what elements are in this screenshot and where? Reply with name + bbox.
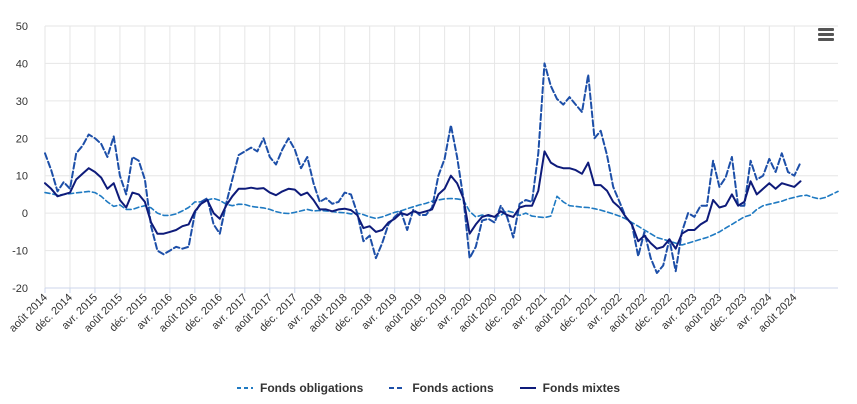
y-tick-label: 10: [16, 171, 28, 183]
legend-item-fonds-mixtes[interactable]: Fonds mixtes: [519, 381, 621, 395]
chart-legend: Fonds obligations Fonds actions Fonds mi…: [0, 377, 857, 399]
y-tick-label: 50: [16, 21, 28, 33]
legend-item-fonds-obligations[interactable]: Fonds obligations: [236, 381, 364, 395]
legend-symbol-obligations: [236, 387, 253, 389]
legend-label: Fonds obligations: [259, 381, 364, 395]
series-line-fonds-mixtes: [44, 150, 802, 250]
chart-menu-button[interactable]: [814, 26, 838, 48]
y-tick-label: 20: [16, 133, 28, 145]
legend-symbol-mixtes: [519, 387, 536, 389]
y-tick-label: 30: [16, 96, 28, 108]
y-tick-label: -20: [12, 283, 28, 295]
series-line-fonds-actions: [44, 62, 802, 274]
hamburger-menu-icon: [814, 28, 838, 41]
legend-label: Fonds actions: [412, 381, 494, 395]
series-line-fonds-obligations: [44, 190, 839, 246]
legend-label: Fonds mixtes: [542, 381, 621, 395]
y-tick-label: 40: [16, 58, 28, 70]
legend-item-fonds-actions[interactable]: Fonds actions: [389, 381, 494, 395]
y-tick-label: -10: [12, 246, 28, 258]
y-tick-label: 0: [22, 208, 28, 220]
legend-symbol-actions: [389, 387, 406, 389]
